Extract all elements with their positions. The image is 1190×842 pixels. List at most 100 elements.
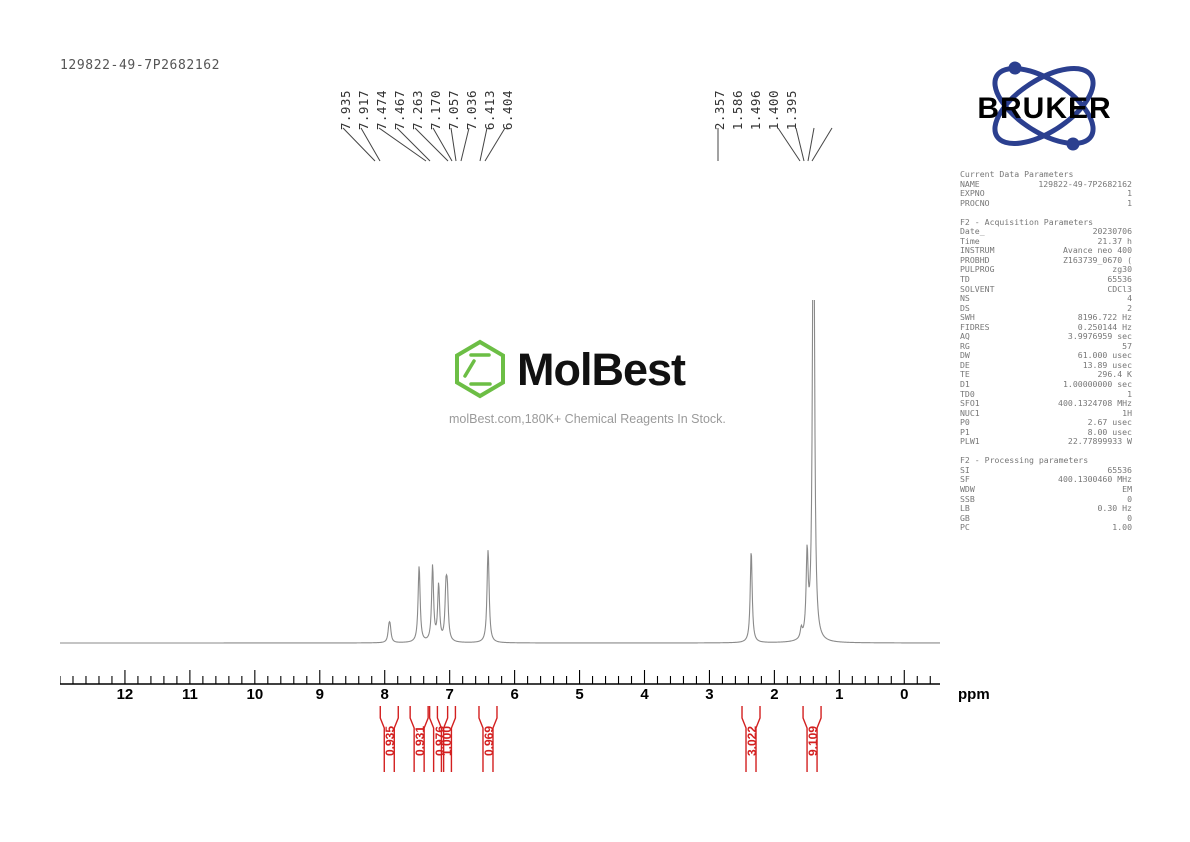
- param-key: TD: [960, 273, 970, 284]
- param-key: TD0: [960, 388, 975, 399]
- integral-bracket: [802, 706, 822, 772]
- param-row: SWH 8196.722 Hz: [960, 313, 1132, 323]
- integral-brackets: [379, 706, 822, 772]
- param-value: 1.00000000 sec: [1062, 378, 1132, 389]
- param-row: D1 1.00000000 sec: [960, 378, 1132, 390]
- param-row: LB 0.30 Hz: [960, 503, 1132, 514]
- integral-value: 0.935: [383, 726, 398, 757]
- param-key: DS: [960, 302, 970, 313]
- param-row: TD 65536: [960, 273, 1132, 285]
- integral-value: 0.931: [413, 726, 428, 757]
- param-row: SOLVENT CDCl3: [960, 283, 1132, 295]
- param-key: AQ: [960, 331, 970, 342]
- peak-shift-label: 7.917: [356, 89, 371, 130]
- param-key: NAME: [960, 178, 980, 189]
- param-row: WDW EM: [960, 484, 1132, 495]
- param-key: PULPROG: [960, 264, 995, 275]
- param-row: PROBHD Z163739_0670 (: [960, 255, 1132, 266]
- param-row: SSB 0: [960, 493, 1132, 505]
- param-key: RG: [960, 340, 970, 351]
- peak-shift-label: 7.263: [410, 89, 425, 130]
- param-row: Time 21.37 h: [960, 236, 1132, 247]
- param-row: FIDRES 0.250144 Hz: [960, 321, 1132, 333]
- peak-shift-label: 7.935: [338, 89, 353, 130]
- page-title: 129822-49-7P2682162: [60, 58, 221, 73]
- integral-value: 3.022: [745, 726, 759, 757]
- param-value: 0: [1127, 493, 1132, 504]
- param-value: 400.1324708 MHz: [1058, 398, 1132, 409]
- param-key: NS: [960, 293, 970, 304]
- peak-shift-label: 7.036: [464, 89, 479, 130]
- param-value: 1: [1127, 188, 1132, 199]
- param-value: 0.30 Hz: [1097, 503, 1132, 514]
- param-row: SFO1 400.1324708 MHz: [960, 399, 1132, 409]
- ppm-axis-labels: 12 11 10 9 8 7 6 5 4 3 2 1 0 ppm: [60, 670, 990, 710]
- peak-shift-label: 6.413: [482, 89, 497, 130]
- param-key: EXPNO: [960, 188, 985, 199]
- param-value: 296.4 K: [1097, 369, 1132, 380]
- bruker-atom-icon: [992, 61, 1096, 151]
- axis-tick-label: 5: [575, 686, 584, 703]
- axis-tick-label: 8: [380, 686, 389, 703]
- param-row: GB 0: [960, 512, 1132, 524]
- param-row: AQ 3.9976959 sec: [960, 332, 1132, 342]
- param-value: 0: [1127, 512, 1132, 523]
- param-key: PROCNO: [960, 197, 990, 208]
- param-value: 1: [1127, 197, 1132, 208]
- param-value: 13.89 usec: [1082, 359, 1132, 370]
- param-key: D1: [960, 378, 970, 389]
- param-key: SI: [960, 464, 970, 475]
- param-row: DW 61.000 usec: [960, 351, 1132, 361]
- integral-value: 1.000: [440, 726, 455, 757]
- param-row: PULPROG zg30: [960, 265, 1132, 275]
- param-row: PLW1 22.77899933 W: [960, 437, 1132, 447]
- param-key: SSB: [960, 493, 975, 504]
- param-row: EXPNO 1: [960, 189, 1132, 199]
- nmr-spectrum-trace: [60, 300, 940, 644]
- param-value: 1: [1127, 388, 1132, 399]
- param-key: P1: [960, 426, 970, 437]
- param-key: DW: [960, 350, 970, 361]
- param-key: P0: [960, 417, 970, 428]
- param-row: RG 57: [960, 340, 1132, 352]
- peak-label-group-aromatic: 7.935 7.917 7.474 7.467 7.263 7.170 7.057 7.036…: [338, 62, 528, 130]
- peak-shift-label: 7.467: [392, 89, 407, 130]
- param-key: NUC1: [960, 407, 980, 418]
- acquisition-parameter-panel: Current Data Parameters NAME 129822-49-7P…: [960, 169, 1132, 533]
- param-value: 400.1300460 MHz: [1058, 474, 1132, 485]
- param-row: DS 2: [960, 302, 1132, 314]
- param-section-title-current: Current Data Parameters: [960, 169, 1074, 179]
- param-key: PC: [960, 522, 970, 533]
- param-row: SF 400.1300460 MHz: [960, 475, 1132, 485]
- axis-tick-label: 7: [445, 686, 454, 703]
- param-key: PLW1: [960, 436, 980, 447]
- param-key: FIDRES: [960, 321, 990, 332]
- peak-shift-label: 7.474: [374, 89, 389, 130]
- peak-shift-label: 1.586: [730, 89, 745, 130]
- axis-tick-label: 1: [835, 686, 844, 703]
- param-row: TD0 1: [960, 388, 1132, 400]
- integral-bracket: [478, 706, 498, 772]
- param-key: DE: [960, 359, 970, 370]
- integral-bracket: [428, 706, 449, 772]
- benzene-hexagon-icon: [455, 339, 505, 399]
- param-section-title-acquisition: F2 - Acquisition Parameters: [960, 216, 1094, 227]
- param-value: 2: [1127, 302, 1132, 313]
- param-row: P1 8.00 usec: [960, 426, 1132, 438]
- param-row: Date_ 20230706: [960, 227, 1132, 237]
- param-value: 61.000 usec: [1077, 350, 1132, 361]
- param-key: SOLVENT: [960, 283, 995, 294]
- molbest-watermark: MolBest molBest.com,180K+ Chemical Reage…: [449, 338, 749, 426]
- axis-tick-label: 0: [900, 686, 909, 703]
- param-row: NUC1 1H: [960, 407, 1132, 419]
- param-value: 20230706: [1092, 226, 1132, 237]
- param-row: NAME 129822-49-7P2682162: [960, 178, 1132, 190]
- param-row: INSTRUM Avance neo 400: [960, 246, 1132, 256]
- axis-tick-label: 12: [116, 686, 134, 703]
- param-row: PC 1.00: [960, 523, 1132, 533]
- molbest-tagline: molBest.com,180K+ Chemical Reagents In S…: [449, 412, 726, 426]
- param-key: INSTRUM: [960, 245, 995, 256]
- param-value: 129822-49-7P2682162: [1038, 178, 1132, 189]
- integral-value-labels: 0.935 0.931 0.976 1.000 0.969 3.022 9.109: [60, 706, 940, 781]
